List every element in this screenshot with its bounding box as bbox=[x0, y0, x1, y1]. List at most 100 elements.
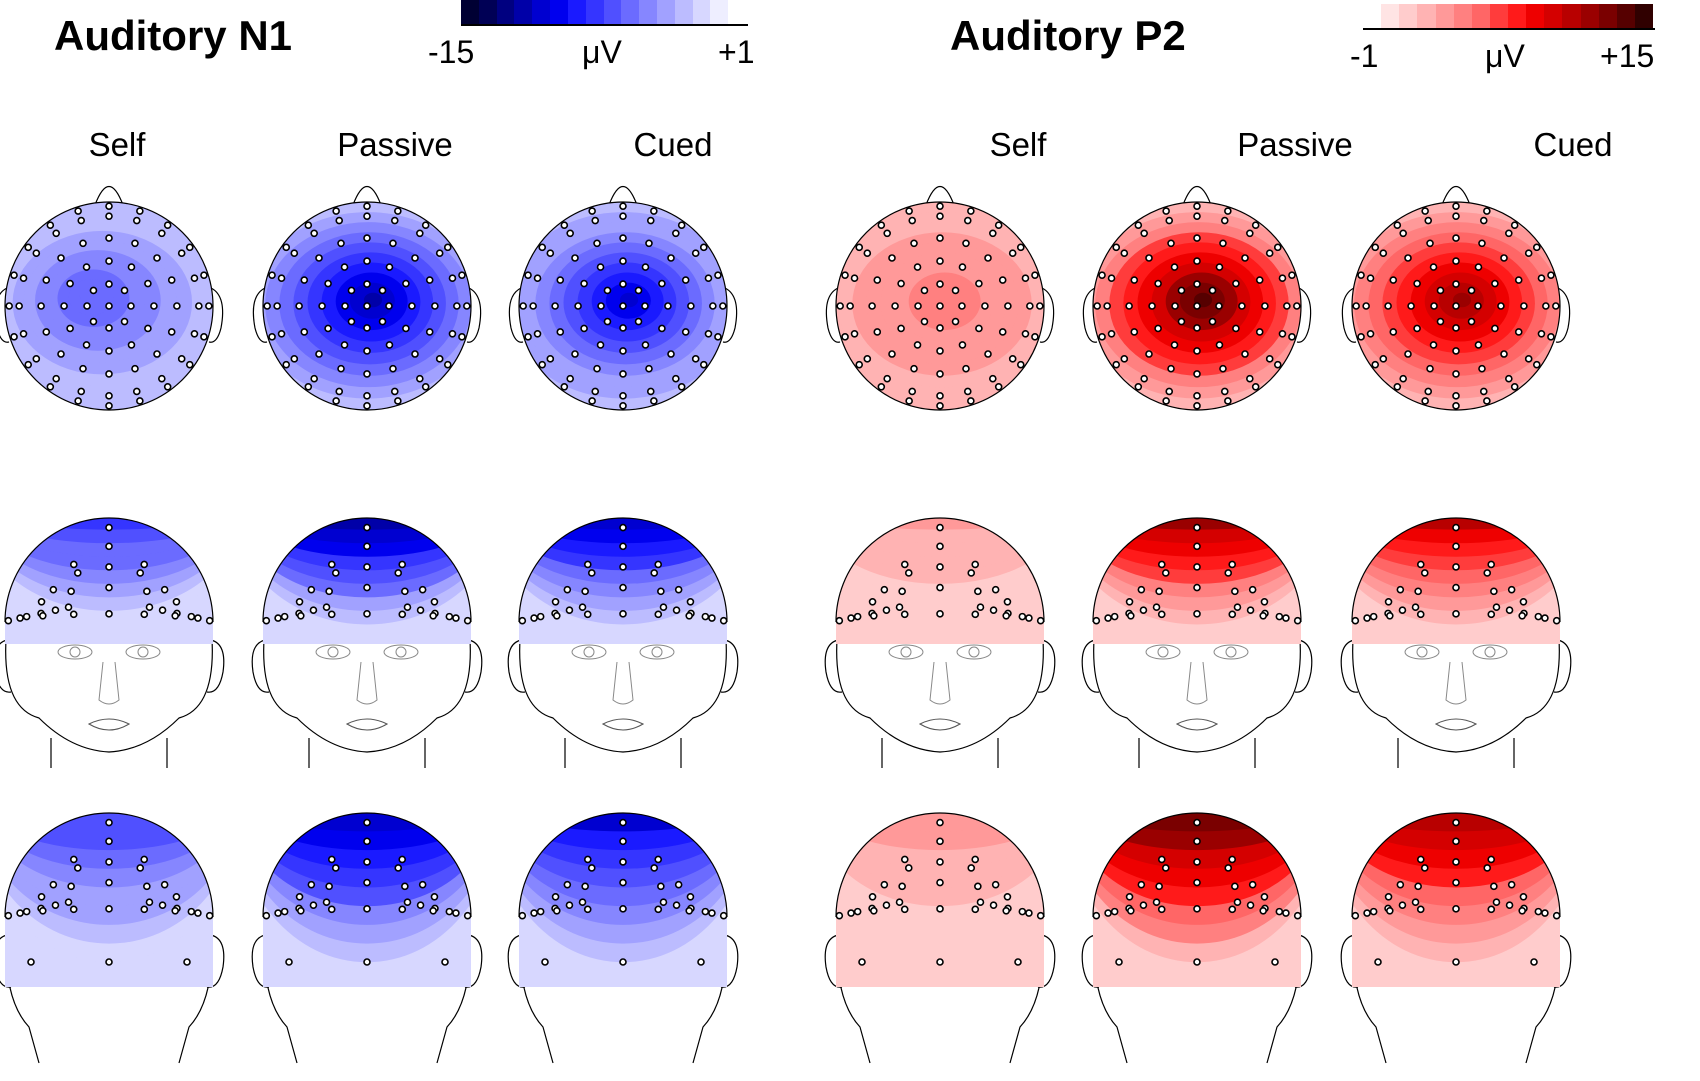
electrode-marker bbox=[936, 563, 944, 571]
electrode-marker bbox=[1411, 603, 1420, 612]
left-ear-outline bbox=[0, 287, 10, 343]
electrode-marker bbox=[1193, 392, 1201, 400]
electrode-marker bbox=[363, 347, 371, 355]
electrode-marker bbox=[560, 382, 569, 391]
electrode-marker bbox=[337, 239, 345, 248]
electrode-marker bbox=[994, 221, 1003, 230]
electrode-marker bbox=[1416, 905, 1425, 914]
ear-outline bbox=[824, 639, 843, 693]
electrode-marker bbox=[686, 597, 695, 606]
eye-outline bbox=[888, 644, 924, 660]
electrode-marker bbox=[914, 302, 922, 310]
electrode-marker bbox=[619, 878, 627, 887]
electrode-marker bbox=[701, 907, 710, 916]
electrode-marker bbox=[49, 880, 58, 889]
colorbar-swatch bbox=[532, 0, 551, 24]
face-outline bbox=[263, 625, 471, 753]
electrode-marker bbox=[565, 901, 574, 909]
electrode-marker bbox=[1031, 271, 1039, 279]
eye-outline bbox=[571, 644, 607, 660]
electrode-marker bbox=[307, 880, 316, 889]
electrode-marker bbox=[172, 892, 181, 901]
electrode-marker bbox=[619, 234, 627, 242]
electrode-marker bbox=[597, 302, 605, 310]
electrode-marker bbox=[619, 905, 627, 913]
electrode-marker bbox=[310, 229, 318, 238]
electrode-marker bbox=[587, 864, 596, 872]
ear-outline bbox=[0, 934, 12, 988]
electrode-marker bbox=[1483, 207, 1491, 215]
electrode-marker bbox=[1031, 333, 1039, 341]
electrode-marker bbox=[140, 855, 149, 864]
electrode-marker bbox=[913, 341, 922, 349]
electrode-marker bbox=[443, 360, 452, 369]
electrode-marker bbox=[1219, 364, 1227, 373]
electrode-marker bbox=[654, 855, 663, 864]
electrode-marker bbox=[73, 864, 82, 872]
electrode-marker bbox=[32, 355, 41, 363]
electrode-marker bbox=[341, 302, 349, 310]
eye-outline bbox=[315, 644, 351, 660]
electrode-marker bbox=[1224, 569, 1233, 577]
electrode-marker bbox=[1171, 302, 1179, 310]
electrode-marker bbox=[1193, 958, 1201, 966]
electrode-marker bbox=[89, 286, 98, 295]
electrode-marker bbox=[1369, 907, 1378, 916]
eye-outline bbox=[639, 644, 675, 660]
electrode-marker bbox=[297, 611, 305, 620]
electrode-marker bbox=[910, 364, 918, 373]
electrode-marker bbox=[658, 279, 666, 288]
colorbar-swatch bbox=[1381, 4, 1400, 28]
electrode-marker bbox=[105, 878, 113, 887]
electrode-marker bbox=[1487, 610, 1496, 619]
electrode-marker bbox=[1398, 606, 1407, 614]
topomap-front-view bbox=[507, 517, 739, 768]
electrode-marker bbox=[546, 249, 555, 257]
electrode-marker bbox=[1491, 279, 1499, 288]
electrode-marker bbox=[546, 355, 555, 363]
electrode-marker bbox=[49, 585, 58, 594]
electrode-marker bbox=[1224, 864, 1233, 872]
electrode-marker bbox=[672, 606, 681, 614]
electrode-marker bbox=[518, 911, 527, 920]
electrode-marker bbox=[441, 958, 449, 966]
electrode-marker bbox=[120, 317, 129, 326]
colorbar-n1-axis bbox=[461, 24, 748, 26]
electrode-marker bbox=[363, 542, 371, 551]
right-ear-outline bbox=[722, 287, 738, 343]
electrode-marker bbox=[19, 329, 28, 338]
electrode-marker bbox=[453, 302, 461, 310]
electrode-marker bbox=[583, 855, 592, 864]
electrode-marker bbox=[936, 234, 944, 242]
electrode-marker bbox=[290, 355, 299, 363]
electrode-marker bbox=[672, 374, 680, 383]
electrode-marker bbox=[1505, 374, 1513, 383]
colorbar-swatch bbox=[1526, 4, 1545, 28]
electrode-marker bbox=[1246, 606, 1255, 614]
electrode-marker bbox=[1193, 257, 1201, 265]
electrode-marker bbox=[641, 341, 650, 349]
electrode-marker bbox=[402, 324, 410, 333]
electrode-marker bbox=[290, 249, 299, 257]
electrode-marker bbox=[1162, 207, 1170, 215]
electrode-marker bbox=[560, 221, 569, 230]
nose-outline bbox=[1445, 661, 1467, 705]
electrode-marker bbox=[1110, 907, 1119, 916]
electrode-marker bbox=[458, 271, 466, 279]
electrode-marker bbox=[402, 279, 410, 288]
electrode-marker bbox=[1478, 364, 1486, 373]
electrode-marker bbox=[463, 911, 472, 920]
electrode-marker bbox=[1193, 302, 1201, 310]
electrode-marker bbox=[1241, 350, 1249, 358]
electrode-marker bbox=[1273, 243, 1282, 252]
electrode-marker bbox=[1452, 878, 1460, 887]
neck-outline bbox=[1397, 738, 1515, 768]
electrode-marker bbox=[641, 302, 649, 310]
electrode-marker bbox=[1025, 614, 1033, 622]
electrode-marker bbox=[347, 286, 356, 295]
condition-label-n1-self: Self bbox=[88, 126, 146, 163]
electrode-marker bbox=[37, 597, 46, 606]
electrode-marker bbox=[566, 374, 574, 383]
electrode-marker bbox=[1231, 587, 1239, 596]
